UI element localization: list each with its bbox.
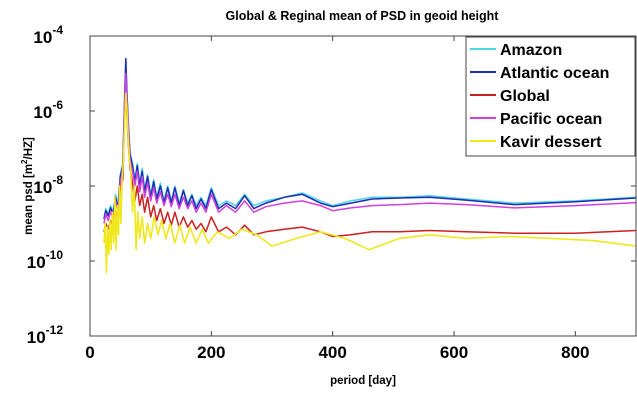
- y-tick-label: 10-4: [33, 23, 63, 47]
- x-tick-label: 0: [85, 343, 94, 362]
- y-axis-label: mean psd [m2/HZ]: [20, 137, 35, 235]
- y-tick-label-base: 10: [33, 103, 52, 122]
- y-tick-label-exponent: -8: [52, 173, 63, 187]
- x-tick-label: 400: [318, 343, 346, 362]
- y-axis-label-tail: /HZ]: [23, 137, 35, 160]
- legend-label-atlantic-ocean: Atlantic ocean: [500, 65, 609, 82]
- x-tick-label: 800: [561, 343, 589, 362]
- x-tick-label: 600: [440, 343, 468, 362]
- legend-box: [465, 36, 636, 157]
- legend-label-kavir-dessert: Kavir dessert: [500, 134, 602, 151]
- y-tick-label-base: 10: [27, 253, 46, 272]
- y-tick-label-base: 10: [27, 328, 46, 347]
- chart-title: Global & Reginal mean of PSD in geoid he…: [226, 9, 500, 23]
- legend-label-pacific-ocean: Pacific ocean: [500, 111, 602, 128]
- y-tick-label-exponent: -12: [46, 323, 64, 337]
- y-tick-label: 10-8: [33, 173, 63, 197]
- y-tick-label-exponent: -4: [52, 23, 63, 37]
- series-line-kavir-dessert: [103, 92, 637, 274]
- x-tick-label: 200: [197, 343, 225, 362]
- y-tick-label-exponent: -6: [52, 98, 63, 112]
- y-tick-label: 10-12: [27, 323, 64, 347]
- y-tick-label-base: 10: [33, 178, 52, 197]
- x-axis-label: period [day]: [330, 375, 396, 387]
- y-axis-label-base: mean psd [m: [23, 164, 35, 235]
- legend-label-global: Global: [500, 88, 550, 105]
- y-tick-label-exponent: -10: [46, 248, 64, 262]
- y-axis-label-superscript: 2: [20, 159, 29, 164]
- legend-label-amazon: Amazon: [500, 42, 562, 59]
- legend: Amazon Atlantic ocean Global Pacific ocean K…: [465, 36, 636, 157]
- y-tick-label: 10-10: [27, 248, 64, 272]
- series-layer: [103, 57, 637, 274]
- y-tick-label: 10-6: [33, 98, 63, 122]
- y-tick-label-base: 10: [33, 28, 52, 47]
